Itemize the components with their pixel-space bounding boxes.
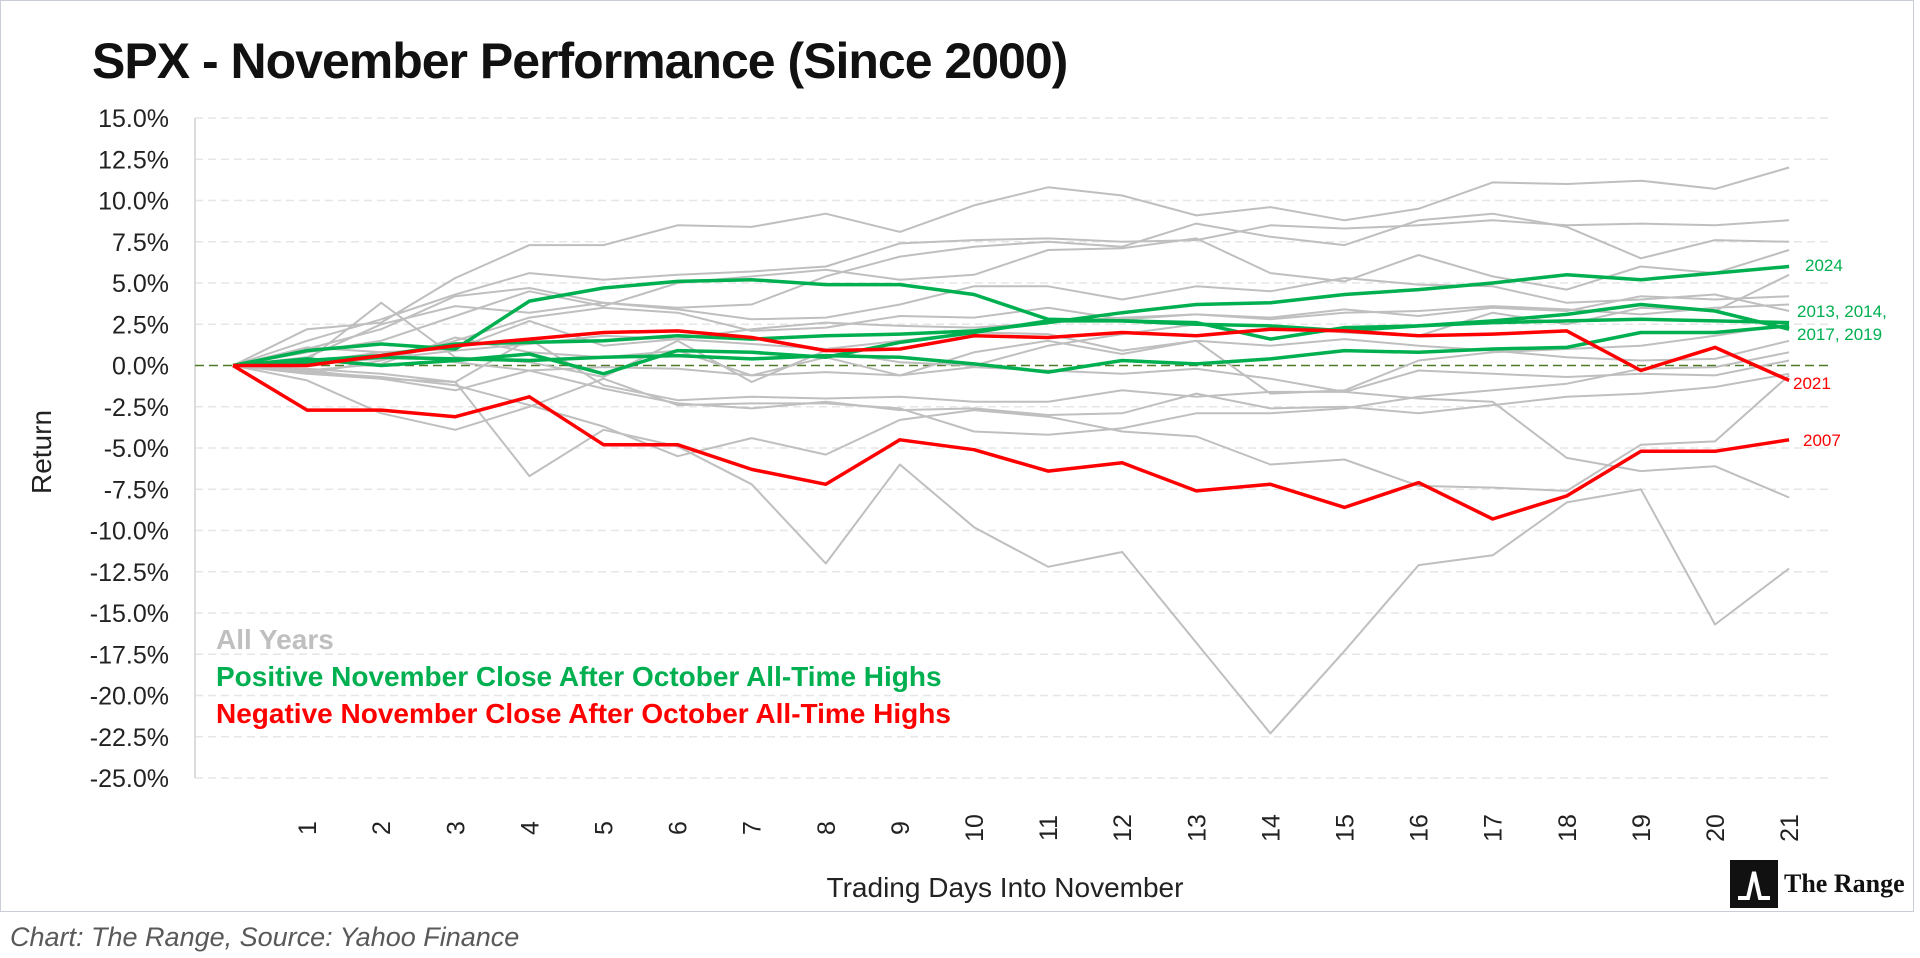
y-tick-label: -17.5% (90, 641, 169, 669)
y-tick-label: 7.5% (112, 229, 169, 257)
y-tick-label: 2.5% (112, 311, 169, 339)
all-series-line (232, 237, 1790, 367)
x-tick-label: 8 (813, 821, 841, 835)
x-tick-label: 5 (591, 821, 619, 835)
x-tick-label: 15 (1332, 814, 1360, 842)
chart-title: SPX - November Performance (Since 2000) (92, 33, 1067, 89)
y-tick-label: 5.0% (112, 270, 169, 298)
x-tick-label: 20 (1702, 814, 1730, 842)
legend: All Years Positive November Close After O… (216, 624, 951, 729)
y-tick-label: -2.5% (104, 394, 169, 422)
series-end-label: 2017, 2019 (1797, 325, 1882, 344)
x-tick-label: 14 (1257, 814, 1285, 842)
x-tick-label: 12 (1109, 814, 1137, 842)
all-series-line (232, 166, 1790, 367)
all-series-line (232, 277, 1790, 367)
legend-entry: Positive November Close After October Al… (216, 661, 942, 692)
x-tick-label: 13 (1183, 814, 1211, 842)
x-tick-label: 21 (1776, 814, 1804, 842)
all-years-series (232, 166, 1790, 735)
x-tick-label: 1 (294, 821, 322, 835)
x-tick-label: 16 (1406, 814, 1434, 842)
series-end-label: 2021 (1793, 374, 1831, 393)
y-tick-label: -22.5% (90, 724, 169, 752)
x-tick-label: 9 (887, 821, 915, 835)
y-tick-label: -10.0% (90, 518, 169, 546)
positive-series-line (232, 324, 1790, 374)
all-series-line (232, 364, 1790, 492)
y-tick-label: 10.0% (98, 188, 169, 216)
positive-series-line (232, 302, 1790, 376)
x-tick-label: 6 (665, 821, 693, 835)
x-tick-label: 19 (1628, 814, 1656, 842)
series-end-label: 2024 (1805, 256, 1843, 275)
x-tick-label: 18 (1554, 814, 1582, 842)
legend-entry: Negative November Close After October Al… (216, 698, 951, 729)
all-series-line (232, 212, 1790, 367)
grid-layer (194, 117, 1832, 779)
y-tick-label: 12.5% (98, 146, 169, 174)
legend-entry: All Years (216, 624, 334, 655)
all-series-line (232, 351, 1790, 416)
x-tick-label: 4 (516, 821, 544, 835)
x-tick-label: 11 (1035, 815, 1063, 841)
end-labels: 2024 2013, 2014, 2017, 2019 2021 2007 (1793, 256, 1887, 450)
y-tick-label: 0.0% (112, 353, 169, 381)
y-tick-label: -12.5% (90, 559, 169, 587)
negative-series-line (233, 327, 1790, 382)
x-tick-label: 10 (961, 814, 989, 842)
chart-frame (0, 0, 1914, 912)
all-series-line (232, 295, 1790, 375)
x-axis-ticks: 1 2 3 4 5 6 7 8 9 10 11 12 13 14 15 16 17 18 19 20 21 (294, 814, 1804, 842)
positive-series-line (232, 277, 1790, 368)
the-range-logo: The Range (1730, 860, 1905, 908)
source-caption: Chart: The Range, Source: Yahoo Finance (10, 922, 520, 952)
logo-mark-icon (1730, 860, 1778, 908)
all-series-line (232, 364, 1790, 735)
x-axis-label: Trading Days Into November (827, 872, 1184, 903)
all-series-line (232, 319, 1790, 367)
x-tick-label: 7 (739, 821, 767, 835)
x-tick-label: 2 (368, 821, 396, 835)
series-end-label: 2007 (1803, 431, 1841, 450)
x-tick-label: 3 (442, 821, 470, 835)
positive-series (232, 264, 1790, 376)
y-tick-label: -25.0% (90, 765, 169, 793)
y-axis-ticks: 15.0% 12.5% 10.0% 7.5% 5.0% 2.5% 0.0% -2.5% -5.0… (90, 105, 169, 793)
y-axis-label: Return (26, 410, 57, 494)
all-series-line (232, 219, 1790, 367)
y-tick-label: -5.0% (104, 435, 169, 463)
all-series-line (232, 351, 1790, 436)
negative-series (232, 327, 1790, 521)
y-tick-label: 15.0% (98, 105, 169, 133)
series-end-label: 2013, 2014, (1797, 302, 1887, 321)
logo-text: The Range (1784, 869, 1905, 898)
x-tick-label: 17 (1480, 814, 1508, 842)
negative-series-line (232, 364, 1790, 521)
y-tick-label: -15.0% (90, 600, 169, 628)
y-tick-label: -7.5% (104, 476, 169, 504)
y-tick-label: -20.0% (90, 683, 169, 711)
